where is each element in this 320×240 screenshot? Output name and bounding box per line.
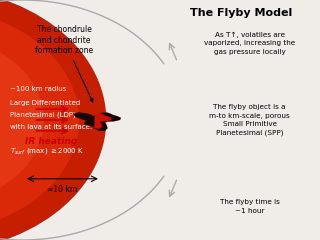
Text: The flyby time is
~1 hour: The flyby time is ~1 hour — [220, 199, 280, 214]
Text: $T_{surf}$ (max) $\geq$2000 K: $T_{surf}$ (max) $\geq$2000 K — [10, 146, 84, 156]
Wedge shape — [0, 15, 79, 225]
Text: ≈10 km: ≈10 km — [47, 185, 77, 194]
Text: ~100 km radius: ~100 km radius — [10, 86, 66, 92]
Text: Planetesimal (LDP): Planetesimal (LDP) — [10, 112, 75, 119]
Wedge shape — [0, 39, 44, 201]
Wedge shape — [0, 0, 106, 240]
Circle shape — [0, 0, 106, 240]
Polygon shape — [90, 113, 112, 129]
Text: IR heating: IR heating — [25, 137, 77, 146]
Text: The flyby object is a
m-to km-scale, porous
Small Primitive
Planetesimal (SPP): The flyby object is a m-to km-scale, por… — [209, 104, 290, 136]
Text: Large Differentiated: Large Differentiated — [10, 100, 80, 106]
Text: As T↑, volatiles are
vaporized, increasing the
gas pressure locally: As T↑, volatiles are vaporized, increasi… — [204, 32, 295, 54]
Text: The Flyby Model: The Flyby Model — [190, 8, 293, 18]
Text: The chondrule
and chondrite
formation zone: The chondrule and chondrite formation zo… — [35, 25, 93, 102]
Polygon shape — [73, 112, 121, 131]
Text: with lava at its surface.: with lava at its surface. — [10, 124, 92, 130]
Wedge shape — [0, 0, 106, 240]
